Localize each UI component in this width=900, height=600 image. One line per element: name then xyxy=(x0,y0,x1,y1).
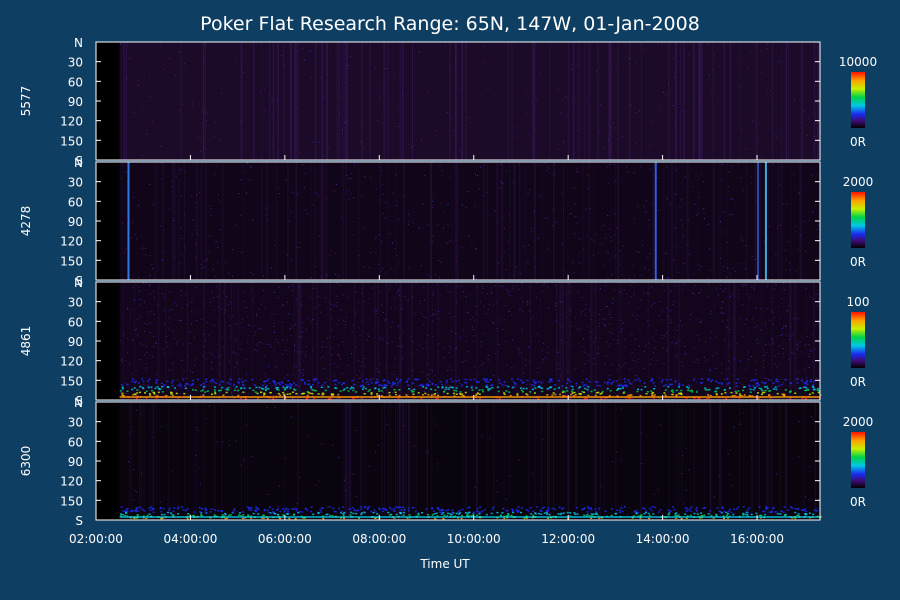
x-tick-label: 08:00:00 xyxy=(352,532,406,546)
y-tick-label: 60 xyxy=(68,75,83,89)
y-tick-label: 150 xyxy=(60,134,83,148)
colorbar-max-label: 100 xyxy=(847,295,870,309)
y-tick-label: 90 xyxy=(68,95,83,109)
panel-4278: N 30 60 90 120 150 S 4278 2000 0R xyxy=(19,156,873,288)
y-tick-label: N xyxy=(74,276,83,290)
y-tick-label: N xyxy=(74,36,83,50)
panel-ylabel: 6300 xyxy=(19,446,33,477)
y-tick-label: 150 xyxy=(60,374,83,388)
colorbar xyxy=(851,432,865,488)
panel-texture xyxy=(119,402,822,520)
panel-4861: N 30 60 90 120 150 S 4861 100 0R xyxy=(19,276,869,408)
colorbar xyxy=(851,312,865,368)
panel-ylabel: 5577 xyxy=(19,86,33,117)
x-tick-label: 04:00:00 xyxy=(163,532,217,546)
y-tick-label: N xyxy=(74,156,83,170)
y-tick-label: 150 xyxy=(60,254,83,268)
y-tick-label: 90 xyxy=(68,455,83,469)
y-tick-label: S xyxy=(75,274,83,288)
panel-6300: N 30 60 90 120 150 S 6300 2000 0R xyxy=(19,396,873,528)
y-tick-label: S xyxy=(75,514,83,528)
y-tick-label: 30 xyxy=(68,176,83,190)
colorbar xyxy=(851,72,865,128)
colorbar-min-label: 0R xyxy=(850,495,866,509)
colorbar-min-label: 0R xyxy=(850,135,866,149)
x-tick-label: 12:00:00 xyxy=(541,532,595,546)
y-tick-label: 120 xyxy=(60,115,83,129)
y-tick-label: 60 xyxy=(68,195,83,209)
colorbar-min-label: 0R xyxy=(850,255,866,269)
colorbar-min-label: 0R xyxy=(850,375,866,389)
y-tick-label: 60 xyxy=(68,315,83,329)
x-tick-label: 16:00:00 xyxy=(730,532,784,546)
panel-ylabel: 4861 xyxy=(19,326,33,357)
y-tick-label: 30 xyxy=(68,56,83,70)
y-tick-label: 120 xyxy=(60,475,83,489)
panel-texture xyxy=(119,162,821,280)
x-tick-label: 02:00:00 xyxy=(69,532,123,546)
colorbar-max-label: 2000 xyxy=(843,175,874,189)
panel-ylabel: 4278 xyxy=(19,206,33,237)
y-tick-label: 150 xyxy=(60,494,83,508)
y-tick-label: 90 xyxy=(68,335,83,349)
x-tick-label: 10:00:00 xyxy=(447,532,501,546)
y-tick-label: 120 xyxy=(60,355,83,369)
colorbar-max-label: 10000 xyxy=(839,55,877,69)
y-tick-label: 30 xyxy=(68,296,83,310)
panel-texture xyxy=(119,282,822,401)
y-tick-label: N xyxy=(74,396,83,410)
panel-texture xyxy=(119,42,820,160)
y-tick-label: 120 xyxy=(60,235,83,249)
y-tick-label: 60 xyxy=(68,435,83,449)
x-tick-label: 06:00:00 xyxy=(258,532,312,546)
y-tick-label: 30 xyxy=(68,416,83,430)
y-tick-label: S xyxy=(75,154,83,168)
y-tick-label: S xyxy=(75,394,83,408)
colorbar xyxy=(851,192,865,248)
x-tick-label: 14:00:00 xyxy=(636,532,690,546)
chart-title: Poker Flat Research Range: 65N, 147W, 01… xyxy=(200,13,700,35)
colorbar-max-label: 2000 xyxy=(843,415,874,429)
x-axis-label: Time UT xyxy=(419,557,470,571)
panel-5577: N 30 60 90 120 150 S 5577 10000 0R xyxy=(19,36,877,168)
y-tick-label: 90 xyxy=(68,215,83,229)
